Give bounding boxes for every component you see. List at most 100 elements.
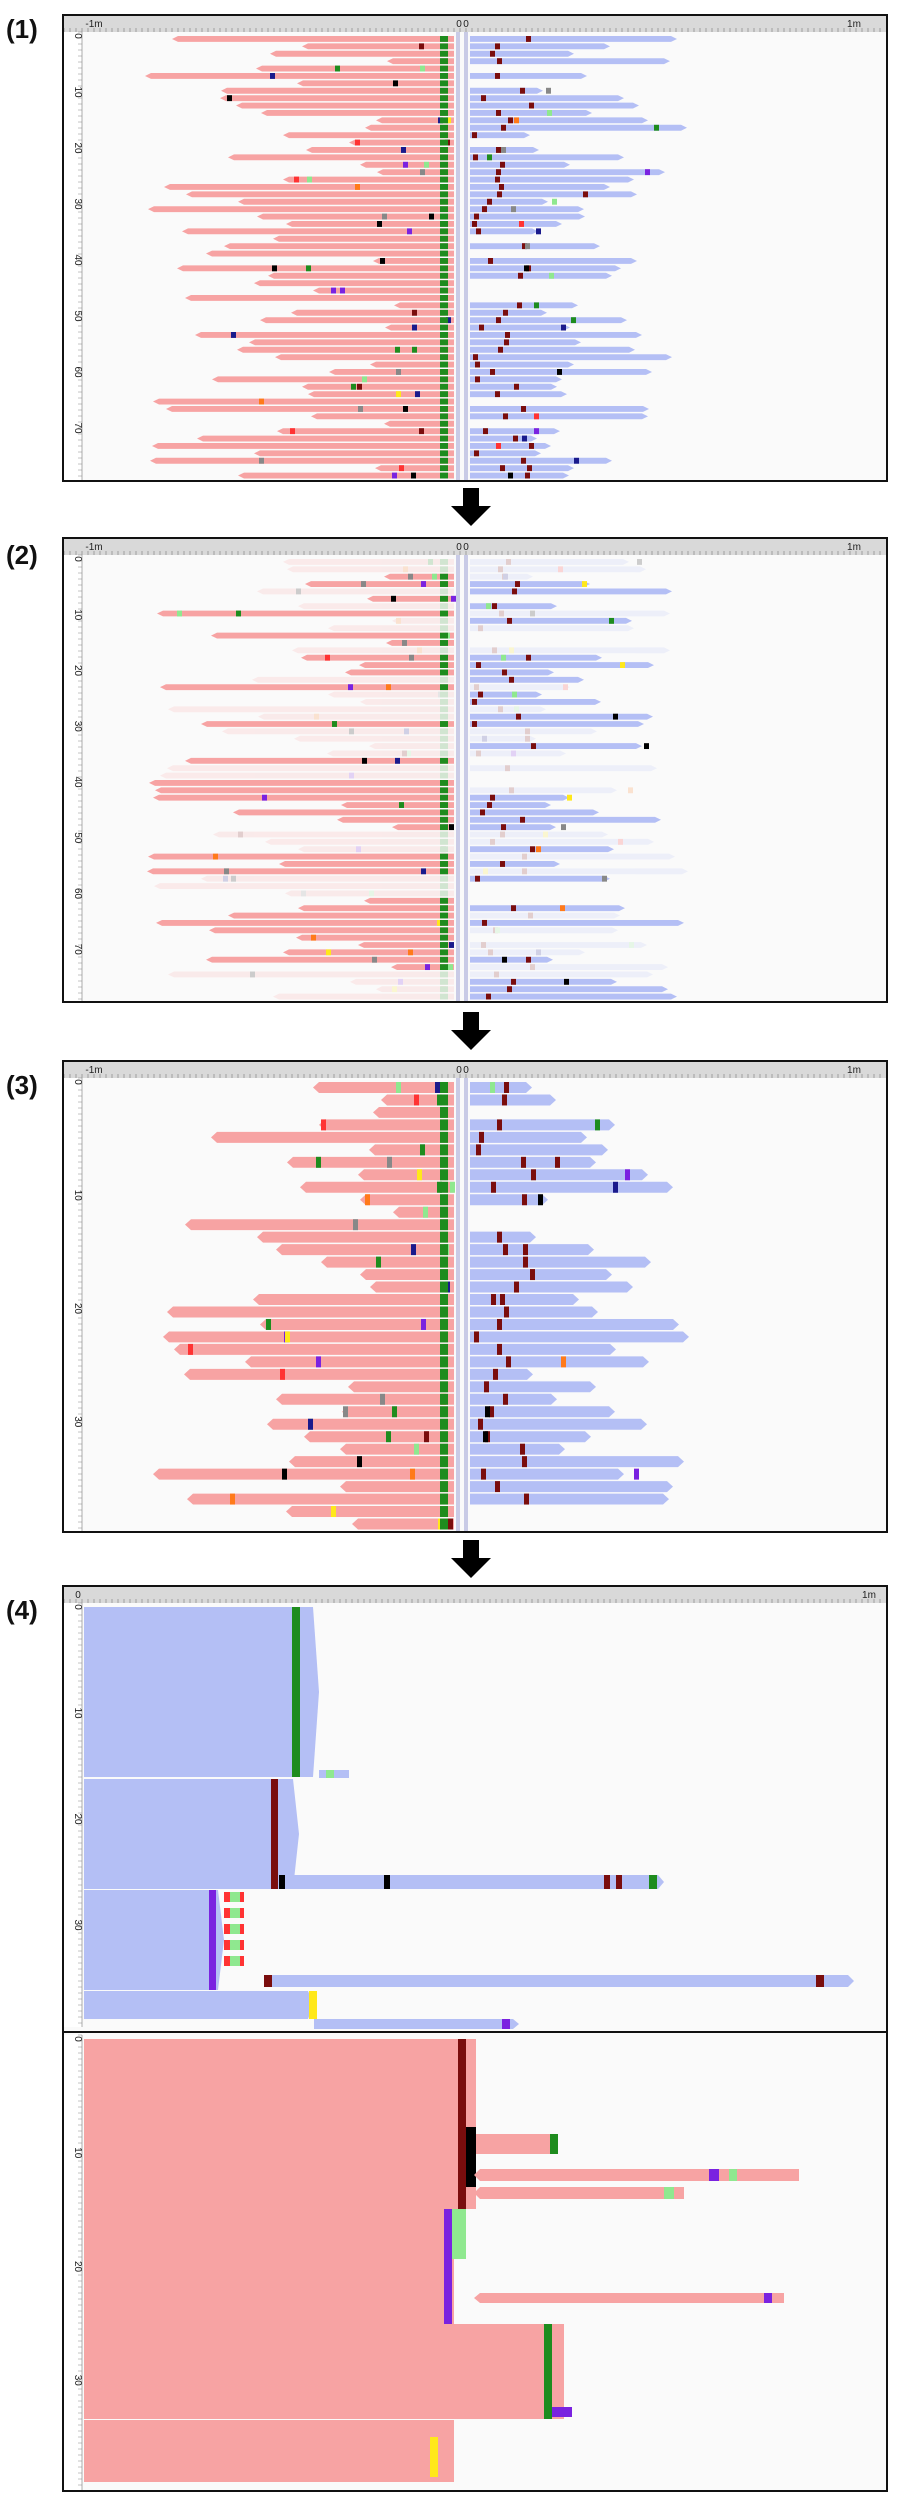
red-bar-body: [340, 1481, 454, 1493]
event-marker: [401, 147, 406, 153]
red-bar-body: [392, 824, 454, 831]
blue-bar-body: [470, 413, 648, 420]
event-marker: [440, 617, 448, 624]
event-marker: [271, 1779, 278, 1889]
event-marker: [500, 1294, 505, 1305]
blue-clone-bar: [470, 87, 551, 94]
event-marker: [466, 2127, 476, 2187]
red-clone-bar: [212, 376, 454, 383]
blue-clone-bar: [470, 1368, 533, 1380]
event-marker: [188, 1343, 193, 1355]
blue-clone-bar: [470, 1169, 648, 1181]
event-marker: [534, 428, 539, 435]
event-marker: [547, 110, 552, 116]
event-marker: [429, 213, 434, 220]
blue-bar-body: [470, 110, 592, 116]
red-clone-bar: [352, 1518, 454, 1530]
blue-clone-bar: [470, 1144, 608, 1156]
event-marker: [440, 354, 448, 361]
event-marker: [501, 147, 506, 153]
red-bar-body: [308, 391, 454, 398]
blue-bar-body: [470, 831, 608, 838]
red-bar-body: [167, 1306, 454, 1318]
event-marker: [506, 559, 511, 565]
red-bar-body: [349, 139, 454, 146]
event-marker: [440, 846, 448, 853]
event-marker: [417, 647, 422, 654]
blue-clone-bar: [470, 573, 533, 580]
event-marker: [629, 942, 634, 948]
red-bar-body: [267, 1418, 454, 1430]
red-bar-body: [184, 1368, 454, 1380]
event-marker: [552, 198, 557, 205]
red-bar-body: [277, 428, 454, 435]
event-marker: [490, 50, 495, 57]
event-marker: [440, 838, 448, 845]
event-marker: [238, 831, 243, 838]
event-marker: [392, 986, 397, 993]
event-marker: [440, 317, 448, 324]
event-marker: [396, 1082, 401, 1093]
event-marker: [497, 58, 502, 65]
event-marker: [395, 757, 400, 764]
event-marker: [478, 691, 483, 698]
event-marker: [440, 450, 448, 457]
red-clone-bar: [373, 258, 454, 264]
event-marker: [421, 1318, 426, 1330]
event-marker: [440, 1506, 448, 1518]
blue-bar-body: [470, 376, 562, 383]
blue-bar-body: [470, 457, 612, 464]
red-clone-bar: [306, 147, 454, 153]
blue-bar-body: [470, 691, 542, 698]
event-marker: [440, 706, 448, 713]
blue-bar-body: [470, 912, 620, 919]
red-bar-body: [391, 964, 454, 971]
event-marker: [440, 309, 448, 316]
y-tick-label: 20: [72, 2261, 83, 2273]
red-clone-bar: [298, 603, 454, 610]
red-bar-body: [328, 625, 454, 632]
blue-bar-body: [470, 184, 610, 190]
event-marker: [498, 346, 503, 353]
red-clone-bar: [211, 1131, 454, 1143]
event-marker: [440, 376, 448, 383]
event-marker: [440, 369, 448, 375]
event-marker: [501, 654, 506, 661]
red-bar-body: [313, 1082, 454, 1093]
red-clone-bar: [283, 132, 454, 139]
event-marker: [558, 566, 563, 573]
blue-clone-bar: [470, 324, 570, 331]
red-bar-body: [365, 124, 454, 131]
red-bar-body: [369, 1144, 454, 1156]
red-branch-c: [474, 2293, 784, 2303]
red-bar-body: [373, 258, 454, 264]
red-bar-body: [157, 610, 454, 617]
event-marker: [664, 2187, 674, 2199]
event-marker: [490, 369, 495, 375]
red-clone-bar: [273, 993, 454, 1000]
red-bar-body: [298, 603, 454, 610]
red-bar-body: [186, 191, 454, 198]
red-bar-body: [164, 184, 454, 190]
x-tick-label: 1m: [847, 1065, 861, 1076]
red-clone-bar: [209, 927, 454, 934]
event-marker: [816, 1975, 824, 1987]
blue-bar-body: [470, 1418, 647, 1430]
center-divider-left: [456, 555, 460, 1001]
event-marker: [604, 1875, 610, 1889]
red-bar-body: [370, 1281, 454, 1293]
event-marker: [440, 691, 448, 698]
event-marker: [514, 706, 519, 713]
event-marker: [491, 1294, 496, 1305]
event-marker: [440, 324, 448, 331]
blue-bar-body: [470, 735, 536, 742]
blue-clone-bar: [470, 676, 584, 683]
event-marker: [487, 154, 492, 161]
event-marker: [440, 750, 448, 757]
blue-bar-body: [470, 161, 570, 168]
red-bar-body: [220, 95, 454, 102]
blue-bar-body: [470, 302, 578, 309]
red-bar-body: [154, 883, 454, 889]
blue-clone-bar: [470, 1406, 615, 1418]
